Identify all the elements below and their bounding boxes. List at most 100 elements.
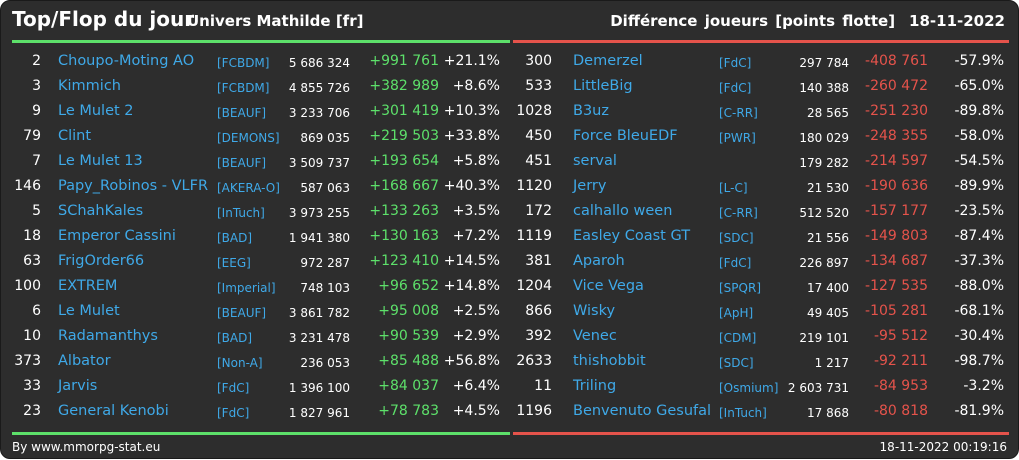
- player-rank: 1119: [516, 228, 552, 244]
- points-difference: +95 008: [378, 303, 439, 319]
- player-name-link[interactable]: Papy_Robinos - VLFR: [58, 178, 209, 194]
- player-name-link[interactable]: thishobbit: [573, 353, 646, 369]
- alliance-tag-link[interactable]: [BEAUF]: [217, 156, 267, 170]
- player-name-link[interactable]: Wisky: [573, 303, 616, 319]
- alliance-tag-link[interactable]: [FCBDM]: [217, 56, 270, 70]
- player-name-link[interactable]: Le Mulet: [58, 303, 120, 319]
- alliance-tag-link[interactable]: [SPQR]: [719, 281, 761, 295]
- percent-change: +33.8%: [443, 128, 500, 144]
- alliance-tag-link[interactable]: [SDC]: [719, 356, 754, 370]
- alliance-tag-link[interactable]: [BEAUF]: [217, 306, 267, 320]
- player-points: 140 388: [799, 81, 849, 95]
- player-rank: 392: [525, 328, 552, 344]
- player-name-link[interactable]: Easley Coast GT: [573, 228, 691, 244]
- player-name-link[interactable]: SChahKales: [58, 203, 144, 219]
- player-name-link[interactable]: Jerry: [573, 178, 607, 194]
- alliance-tag-link[interactable]: [SDC]: [719, 231, 754, 245]
- player-rank: 11: [534, 378, 552, 394]
- alliance-tag-link[interactable]: [DEMONS]: [217, 131, 280, 145]
- player-name-link[interactable]: General Kenobi: [58, 403, 169, 419]
- player-name-link[interactable]: Force BleuEDF: [573, 128, 678, 144]
- player-points: 226 897: [799, 256, 849, 270]
- flop-player-row: 451 serval 179 282 -214 597 -54.5%: [1, 148, 1018, 173]
- alliance-tag-link[interactable]: [ApH]: [719, 306, 754, 320]
- points-difference: -92 211: [873, 353, 928, 369]
- alliance-tag-link[interactable]: [C-RR]: [719, 106, 758, 120]
- alliance-tag-link[interactable]: [FdC]: [719, 256, 752, 270]
- alliance-tag-link[interactable]: [FdC]: [217, 381, 250, 395]
- points-difference: +123 410: [369, 253, 439, 269]
- top-player-row: 2 Choupo-Moting AO [FCBDM] 5 686 324 +991 76…: [1, 48, 1018, 73]
- points-difference: -95 512: [873, 328, 928, 344]
- player-points: 3 973 255: [288, 206, 350, 220]
- alliance-tag-link[interactable]: [InTuch]: [719, 406, 767, 420]
- player-points: 3 231 478: [288, 331, 350, 345]
- player-name-link[interactable]: FrigOrder66: [58, 253, 145, 269]
- percent-change: +7.2%: [452, 228, 500, 244]
- percent-change: +5.8%: [452, 153, 500, 169]
- percent-change: +14.5%: [443, 253, 500, 269]
- player-name-link[interactable]: Benvenuto Gesufal: [573, 403, 712, 419]
- alliance-tag-link[interactable]: [InTuch]: [217, 206, 265, 220]
- player-points: 3 233 706: [288, 106, 350, 120]
- player-name-link[interactable]: Radamanthys: [58, 328, 158, 344]
- player-name-link[interactable]: calhallo ween: [573, 203, 673, 219]
- player-rank: 63: [23, 253, 41, 269]
- player-points: 21 530: [807, 181, 849, 195]
- alliance-tag-link[interactable]: [BEAUF]: [217, 106, 267, 120]
- alliance-tag-link[interactable]: [FdC]: [719, 81, 752, 95]
- footer-site[interactable]: By www.mmorpg-stat.eu: [12, 440, 161, 454]
- alliance-tag-link[interactable]: [AKERA-O]: [217, 181, 280, 195]
- top-divider-red: [513, 40, 1009, 43]
- alliance-tag-link[interactable]: [CDM]: [719, 331, 757, 345]
- player-name-link[interactable]: Vice Vega: [573, 278, 644, 294]
- player-name-link[interactable]: Le Mulet 13: [58, 153, 143, 169]
- flop-player-row: 450 Force BleuEDF [PWR] 180 029 -248 355 -58.…: [1, 123, 1018, 148]
- alliance-tag-link[interactable]: [BAD]: [217, 331, 253, 345]
- player-name-link[interactable]: Triling: [573, 378, 617, 394]
- top-player-row: 100 EXTREM [Imperial] 748 103 +96 652 +14.8%: [1, 273, 1018, 298]
- alliance-tag-link[interactable]: [FdC]: [719, 56, 752, 70]
- player-name-link[interactable]: Le Mulet 2: [58, 103, 134, 119]
- points-difference: -105 281: [865, 303, 928, 319]
- player-name-link[interactable]: Venec: [573, 328, 617, 344]
- alliance-tag-link[interactable]: [Non-A]: [217, 356, 263, 370]
- player-name-link[interactable]: Kimmich: [58, 78, 121, 94]
- metric-header: Différence joueurs [points flotte] 18-11-…: [610, 12, 1005, 30]
- flop-player-row: 1204 Vice Vega [SPQR] 17 400 -127 535 -88.0%: [1, 273, 1018, 298]
- player-name-link[interactable]: Jarvis: [58, 378, 98, 394]
- page-title: Top/Flop du jour: [12, 7, 195, 31]
- percent-change: +4.5%: [452, 403, 500, 419]
- player-name-link[interactable]: B3uz: [573, 103, 609, 119]
- player-name-link[interactable]: Demerzel: [573, 53, 643, 69]
- top-player-row: 146 Papy_Robinos - VLFR [AKERA-O] 587 063 +1…: [1, 173, 1018, 198]
- player-name-link[interactable]: Choupo-Moting AO: [58, 53, 195, 69]
- player-name-link[interactable]: Albator: [58, 353, 111, 369]
- alliance-tag-link[interactable]: [BAD]: [217, 231, 253, 245]
- alliance-tag-link[interactable]: [Imperial]: [217, 281, 276, 295]
- player-points: 587 063: [300, 181, 350, 195]
- player-name-link[interactable]: serval: [573, 153, 617, 169]
- player-points: 1 941 380: [288, 231, 350, 245]
- player-rank: 866: [525, 303, 552, 319]
- points-difference: +193 654: [369, 153, 439, 169]
- player-name-link[interactable]: Emperor Cassini: [58, 228, 176, 244]
- alliance-tag-link[interactable]: [L-C]: [719, 181, 748, 195]
- flop-player-row: 300 Demerzel [FdC] 297 784 -408 761 -57.9%: [1, 48, 1018, 73]
- alliance-tag-link[interactable]: [C-RR]: [719, 206, 758, 220]
- alliance-tag-link[interactable]: [PWR]: [719, 131, 756, 145]
- player-name-link[interactable]: EXTREM: [58, 278, 118, 294]
- player-points: 17 868: [807, 406, 849, 420]
- alliance-tag-link[interactable]: [Osmium]: [719, 381, 779, 395]
- percent-change: -58.0%: [954, 128, 1004, 144]
- alliance-tag-link[interactable]: [FCBDM]: [217, 81, 270, 95]
- alliance-tag-link[interactable]: [FdC]: [217, 406, 250, 420]
- flop-player-row: 381 Aparoh [FdC] 226 897 -134 687 -37.3%: [1, 248, 1018, 273]
- top-player-row: 5 SChahKales [InTuch] 3 973 255 +133 263 +3.5…: [1, 198, 1018, 223]
- player-name-link[interactable]: LittleBig: [573, 78, 633, 94]
- player-name-link[interactable]: Clint: [58, 128, 92, 144]
- player-rank: 5: [32, 203, 41, 219]
- alliance-tag-link[interactable]: [EEG]: [217, 256, 251, 270]
- player-name-link[interactable]: Aparoh: [573, 253, 625, 269]
